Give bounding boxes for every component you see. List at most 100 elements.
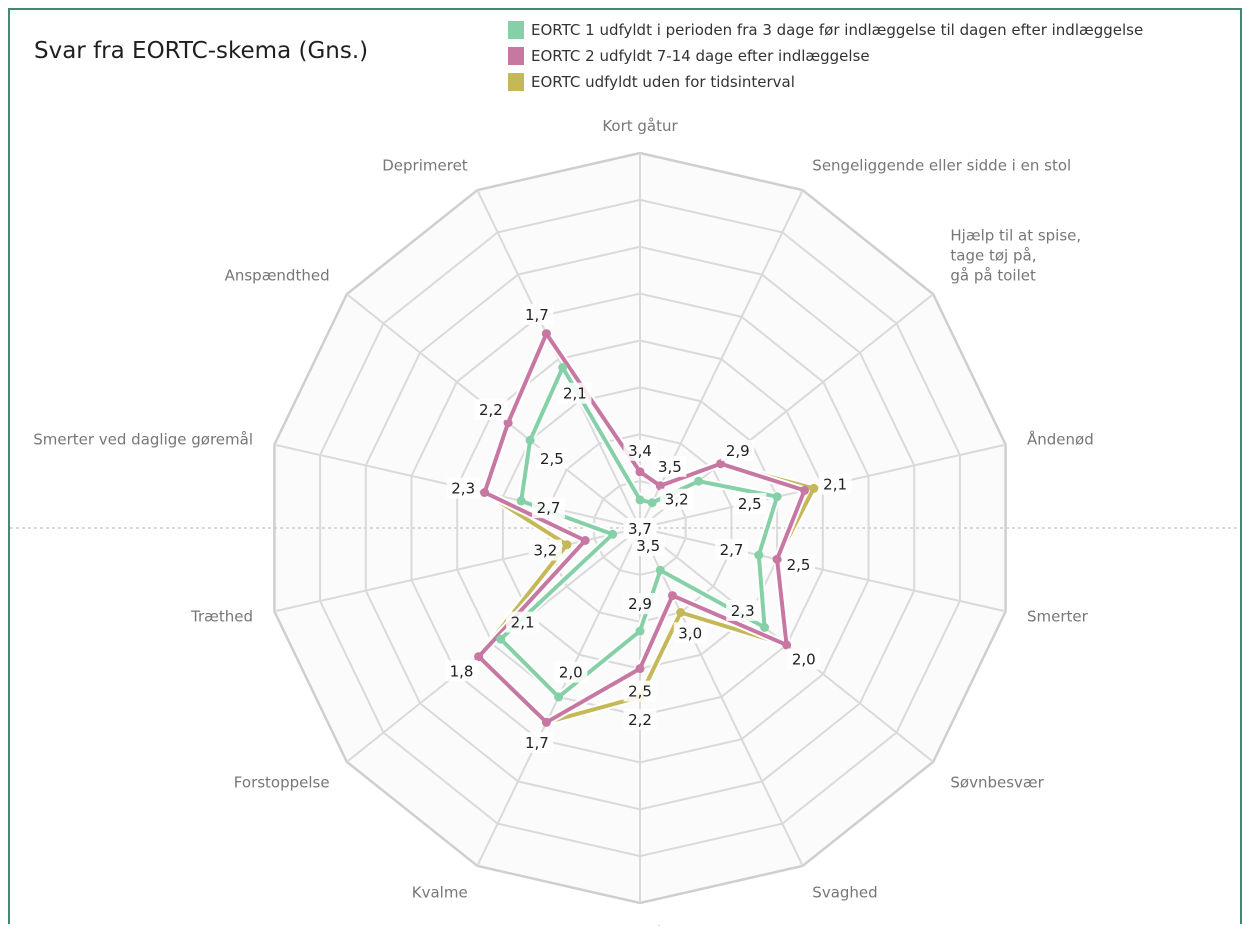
- data-label-bg: [726, 599, 760, 621]
- legend-item-eortc-outside[interactable]: EORTC udfyldt uden for tidsinterval: [508, 69, 1143, 95]
- data-label: 2,7: [537, 499, 561, 517]
- data-point: [580, 536, 590, 545]
- data-label: 2,7: [720, 541, 744, 559]
- data-label-bg: [554, 661, 588, 683]
- data-point: [809, 483, 819, 493]
- data-label: 1,8: [450, 662, 474, 680]
- data-point: [772, 492, 782, 502]
- data-label: 2,5: [787, 556, 811, 574]
- legend-item-eortc1[interactable]: EORTC 1 udfyldt i perioden fra 3 dage fø…: [508, 17, 1143, 43]
- axis-label: Svaghed: [812, 884, 877, 902]
- data-label-bg: [721, 440, 755, 461]
- data-label-bg: [474, 399, 508, 421]
- data-point: [655, 565, 665, 575]
- data-label-bg: [782, 554, 815, 576]
- data-point: [800, 485, 809, 495]
- data-label-bg: [528, 539, 562, 561]
- data-point: [782, 640, 792, 650]
- data-label: 2,2: [628, 711, 652, 729]
- axis-label: Hjælp til at spise, tage tøj på, gå på toi…: [950, 227, 1081, 285]
- data-label: 2,5: [628, 683, 652, 701]
- data-label: 2,5: [540, 450, 564, 468]
- grid-spoke: [639, 527, 1006, 613]
- data-point: [647, 498, 657, 508]
- chart-title: Svar fra EORTC-skema (Gns.): [34, 38, 369, 64]
- data-label-bg: [623, 708, 657, 730]
- chart-frame: [8, 8, 1242, 924]
- data-label: 2,3: [731, 602, 755, 620]
- data-point: [474, 652, 484, 662]
- data-label: 2,2: [479, 401, 503, 419]
- data-point: [668, 591, 677, 601]
- data-label: 2,9: [726, 442, 750, 460]
- data-point: [635, 626, 645, 636]
- data-label: 2,5: [738, 495, 762, 513]
- data-label-bg: [558, 382, 592, 404]
- data-label-bg: [446, 477, 480, 499]
- data-label: 2,9: [628, 595, 652, 613]
- data-point: [480, 488, 490, 497]
- data-label: 2,0: [559, 664, 583, 682]
- data-point: [772, 554, 782, 564]
- data-label: 3,5: [658, 458, 682, 476]
- data-label: 2,1: [823, 476, 847, 494]
- data-label-bg: [673, 622, 707, 644]
- data-label-bg: [520, 732, 554, 754]
- grid-spoke: [639, 527, 804, 867]
- axis-label: Åndenød: [1027, 430, 1094, 449]
- data-point: [503, 418, 513, 428]
- data-label: 3,4: [628, 442, 652, 460]
- data-label: 3,2: [665, 491, 689, 509]
- data-label: 3,7: [628, 520, 652, 538]
- legend-swatch-eortc2: [508, 47, 524, 65]
- data-label-bg: [623, 593, 657, 615]
- data-point: [562, 540, 572, 550]
- legend-label-eortc1: EORTC 1 udfyldt i perioden fra 3 dage fø…: [531, 21, 1144, 39]
- axis-label: Appetit: [613, 923, 668, 926]
- data-point: [635, 467, 645, 477]
- data-point: [496, 634, 506, 644]
- data-label-bg: [506, 611, 540, 633]
- data-point: [554, 692, 564, 702]
- legend: EORTC 1 udfyldt i perioden fra 3 dage fø…: [508, 17, 1143, 95]
- data-point: [635, 495, 645, 505]
- data-label-bg: [660, 488, 694, 510]
- data-label: 2,3: [451, 480, 475, 498]
- data-label-bg: [535, 447, 569, 469]
- legend-swatch-eortc-outside: [508, 73, 524, 91]
- data-label-bg: [631, 535, 665, 556]
- axis-label: Smerter ved daglige gøremål: [33, 431, 253, 449]
- data-point: [558, 363, 568, 372]
- axis-label: Træthed: [190, 607, 253, 625]
- data-label-bg: [623, 439, 657, 461]
- data-label: 2,0: [792, 651, 816, 669]
- data-point: [676, 608, 686, 617]
- data-label: 3,5: [636, 537, 660, 555]
- axis-label: Søvnbesvær: [950, 774, 1044, 792]
- data-label-bg: [733, 492, 767, 514]
- data-point: [635, 664, 645, 674]
- data-label-bg: [715, 538, 748, 560]
- grid-spoke: [476, 189, 641, 529]
- data-point: [516, 496, 526, 506]
- axis-label: Sengeliggende eller sidde i en stol: [812, 156, 1071, 174]
- legend-item-eortc2[interactable]: EORTC 2 udfyldt 7-14 dage efter indlægge…: [508, 43, 1143, 69]
- data-label: 2,1: [511, 614, 535, 632]
- data-label: 3,2: [533, 542, 557, 560]
- data-label-bg: [623, 518, 657, 539]
- data-label-bg: [653, 455, 687, 477]
- data-point: [694, 476, 704, 486]
- legend-label-eortc-outside: EORTC udfyldt uden for tidsinterval: [531, 73, 795, 91]
- data-point: [525, 435, 535, 445]
- data-label-bg: [787, 648, 821, 670]
- data-label-bg: [445, 660, 478, 682]
- data-label-bg: [532, 497, 565, 519]
- axis-label: Kort gåtur: [602, 117, 678, 135]
- data-point: [655, 481, 665, 491]
- data-label: 1,7: [525, 306, 549, 324]
- data-point: [716, 459, 726, 469]
- legend-label-eortc2: EORTC 2 udfyldt 7-14 dage efter indlægge…: [531, 47, 870, 65]
- data-label-bg: [623, 680, 657, 702]
- axis-label: Smerter: [1027, 607, 1089, 625]
